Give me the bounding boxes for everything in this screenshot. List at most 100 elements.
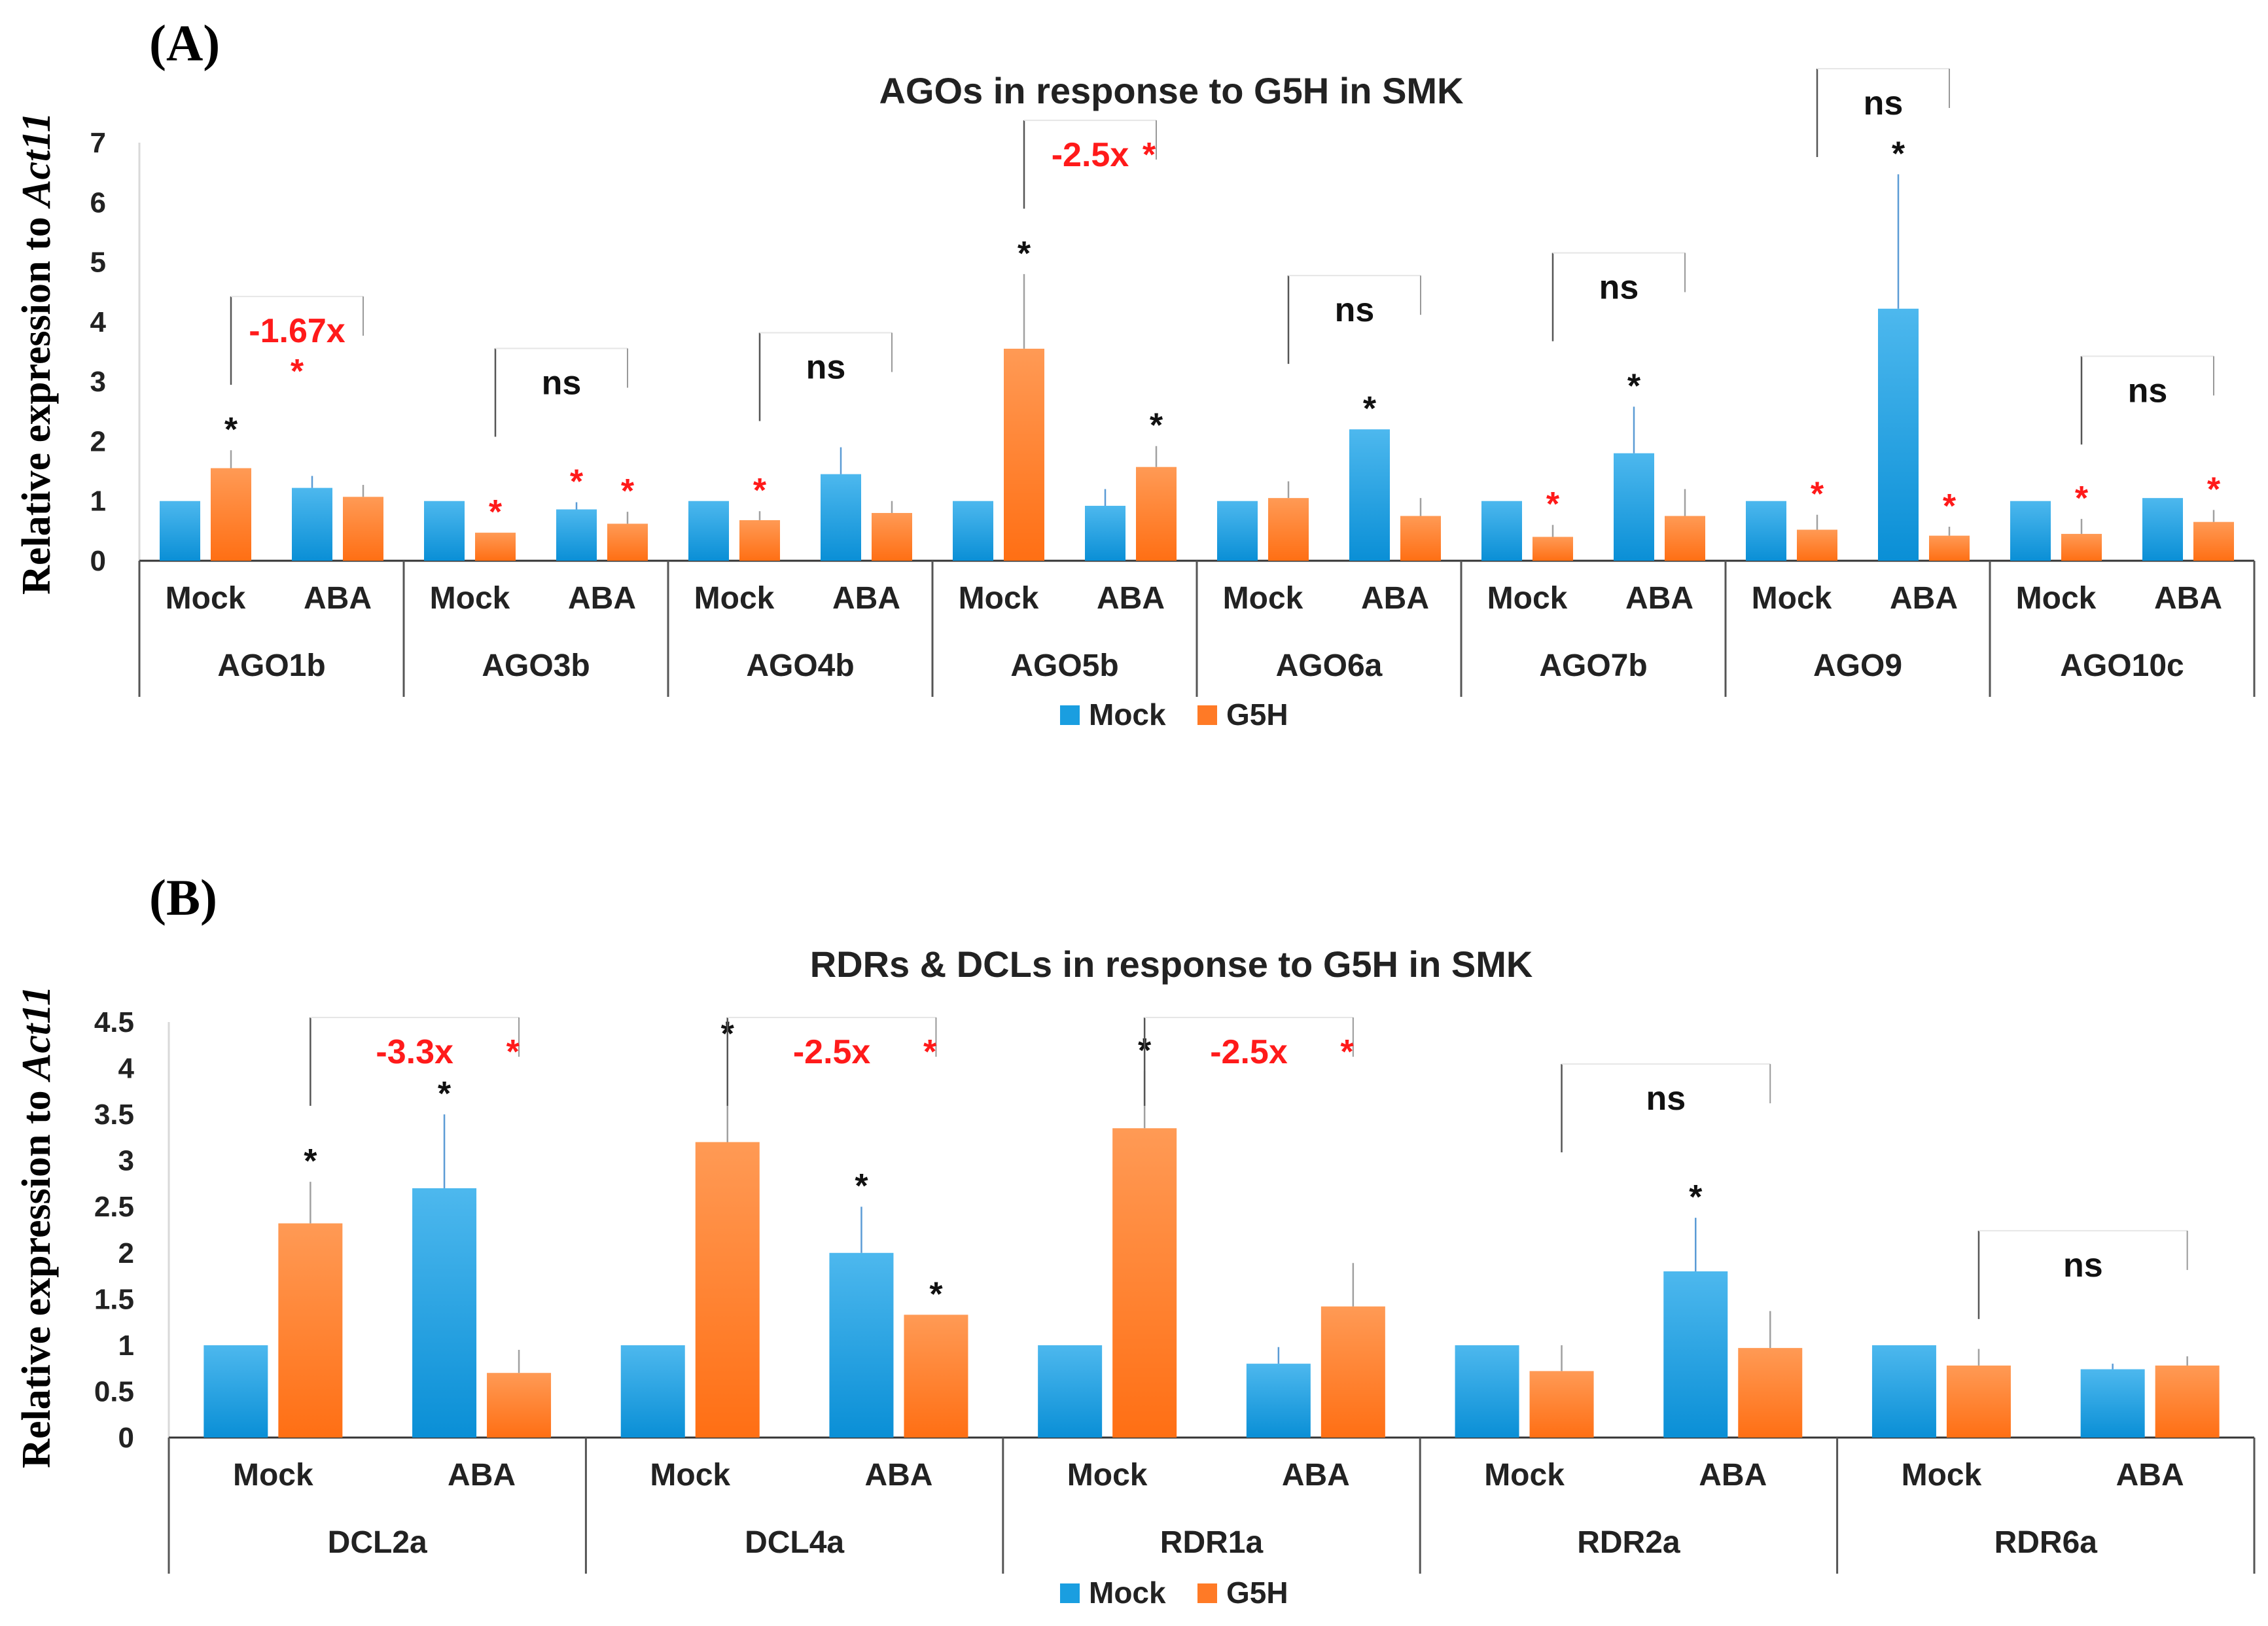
panel-a-bar-ago6a-mock-mock <box>1217 501 1258 561</box>
panel-a-y-tick-7: 7 <box>90 127 106 159</box>
panel-a-significance-star-ago1b-mock-g5h: * <box>224 411 238 449</box>
panel-a-bar-ago10c-mock-g5h <box>2061 533 2102 561</box>
panel-b-dcl2a-condition-label-mock: Mock <box>233 1458 313 1493</box>
panel-b-bar-dcl4a-mock-mock <box>620 1345 685 1438</box>
panel-a-ago9-condition-label-aba: ABA <box>1890 581 1958 616</box>
panel-a-ago4b-condition-label-aba: ABA <box>832 581 900 616</box>
panel-a-significance-star-ago10c-aba-g5h: * <box>2207 470 2221 508</box>
panel-a-bar-ago5b-mock-g5h <box>1004 348 1044 561</box>
panel-b-significance-star-dcl4a-aba-mock: * <box>855 1167 868 1205</box>
panel-b-significance-star-dcl2a-mock-g5h: * <box>304 1142 317 1180</box>
panel-a-comparison-star-ago1b: * <box>291 353 304 391</box>
panel-b-bar-dcl2a-mock-mock <box>204 1345 268 1438</box>
panel-a-comparison-label-ago6a: ns <box>1335 291 1375 329</box>
panel-b-rdr2a-condition-label-mock: Mock <box>1484 1458 1565 1493</box>
panel-a-ago7b-condition-label-aba: ABA <box>1625 581 1693 616</box>
panel-a-ago10c-condition-label-mock: Mock <box>2016 581 2097 616</box>
panel-a-ago10c-condition-label-aba: ABA <box>2154 581 2222 616</box>
panel-b-gene-label-rdr1a: RDR1a <box>1160 1525 1264 1560</box>
panel-b-significance-star-dcl2a-aba-mock: * <box>438 1075 452 1113</box>
panel-a-ago9-condition-label-mock: Mock <box>1752 581 1832 616</box>
panel-b-bar-dcl4a-mock-g5h <box>695 1142 760 1438</box>
panel-b-label: (B) <box>149 869 217 926</box>
panel-a-comparison-label-ago1b: -1.67x <box>249 312 346 350</box>
panel-a-bar-ago9-mock-mock <box>1746 501 1786 561</box>
panel-a-bar-ago7b-mock-mock <box>1481 501 1522 561</box>
panel-a-comparison-label-ago3b: ns <box>542 364 582 402</box>
panel-b-gene-label-dcl2a: DCL2a <box>328 1525 427 1560</box>
panel-b-bar-rdr1a-aba-mock <box>1246 1364 1311 1438</box>
panel-b-significance-star-dcl4a-aba-g5h: * <box>929 1275 943 1313</box>
panel-b-y-tick-5: 2.5 <box>94 1191 134 1223</box>
panel-b-significance-star-rdr2a-aba-mock: * <box>1689 1178 1703 1216</box>
panel-a-significance-star-ago7b-aba-mock: * <box>1627 367 1641 405</box>
panel-b-y-axis-label: Relative expression to Act11 <box>14 985 59 1468</box>
panel-b-bar-rdr2a-aba-g5h <box>1738 1348 1803 1438</box>
panel-a-significance-star-ago4b-mock-g5h: * <box>753 472 767 510</box>
panel-a-comparison-label-ago7b: ns <box>1599 268 1639 306</box>
panel-a-comparison-label-ago9: ns <box>1864 84 1904 122</box>
panel-a-gene-label-ago9: AGO9 <box>1813 648 1902 683</box>
panel-b-bar-dcl2a-mock-g5h <box>278 1223 343 1438</box>
panel-a-significance-star-ago9-aba-mock: * <box>1892 135 1905 173</box>
panel-b-rdr2a-condition-label-aba: ABA <box>1699 1458 1767 1493</box>
panel-a-gene-label-ago6a: AGO6a <box>1276 648 1383 683</box>
panel-b-gene-label-dcl4a: DCL4a <box>745 1525 844 1560</box>
panel-a-y-tick-6: 6 <box>90 186 106 219</box>
panel-b-legend-swatch-g5h <box>1197 1583 1217 1603</box>
panel-a-comparison-star-ago5b: * <box>1143 136 1156 174</box>
panel-b-chart: 0 0.5 1 1.5 2 2.5 3 3.5 4 4.5 DCL2a Mock * ABA * -3.3x *… <box>94 1006 2256 1610</box>
panel-b-comparison-label-rdr6a: ns <box>2063 1246 2103 1284</box>
panel-b-gene-label-rdr6a: RDR6a <box>1994 1525 2098 1560</box>
panel-a-chart: 01234567AGO1bMock*ABA-1.67x*AGO3bMock*AB… <box>90 68 2256 732</box>
panel-b-y-tick-2: 1 <box>118 1330 134 1362</box>
panel-a-y-tick-4: 4 <box>90 306 107 338</box>
panel-b-comparison-label-dcl2a: -3.3x <box>376 1033 453 1071</box>
panel-a-legend-swatch-g5h <box>1197 705 1217 725</box>
panel-a-comparison-label-ago4b: ns <box>806 349 846 387</box>
panel-b-bar-rdr6a-aba-g5h <box>2155 1365 2220 1438</box>
panel-b-comparison-star-dcl2a: * <box>506 1033 520 1071</box>
panel-b-dcl4a-condition-label-mock: Mock <box>650 1458 730 1493</box>
panel-a-y-tick-0: 0 <box>90 545 106 577</box>
panel-a-significance-star-ago5b-aba-g5h: * <box>1150 407 1163 445</box>
panel-b-y-tick-4: 2 <box>118 1237 134 1269</box>
panel-a-y-tick-5: 5 <box>90 247 106 279</box>
panel-b-y-tick-3: 1.5 <box>94 1283 134 1315</box>
panel-a-bar-ago3b-aba-mock <box>556 509 597 561</box>
panel-b-rdr1a-condition-label-mock: Mock <box>1067 1458 1148 1493</box>
panel-a-bar-ago4b-mock-mock <box>688 501 729 561</box>
panel-a-legend-label-g5h: G5H <box>1226 698 1288 732</box>
panel-a-bar-ago5b-mock-mock <box>953 501 993 561</box>
panel-a-bar-ago1b-mock-mock <box>160 501 200 561</box>
panel-a-ago3b-condition-label-mock: Mock <box>430 581 510 616</box>
panel-b-bar-dcl4a-aba-g5h <box>904 1315 968 1438</box>
panel-a-bar-ago4b-mock-g5h <box>739 520 780 561</box>
panel-b-bar-rdr6a-mock-g5h <box>1946 1365 2011 1438</box>
panel-b-bar-rdr2a-mock-mock <box>1455 1345 1519 1438</box>
panel-b-comparison-label-dcl4a: -2.5x <box>793 1033 871 1071</box>
panel-b-comparison-label-rdr2a: ns <box>1646 1080 1686 1118</box>
panel-a-significance-star-ago7b-mock-g5h: * <box>1546 486 1560 523</box>
panel-b-y-tick-0: 0 <box>118 1422 134 1454</box>
panel-a-bar-ago10c-aba-mock <box>2142 498 2183 561</box>
panel-b-legend-swatch-mock <box>1060 1583 1080 1603</box>
panel-b-dcl2a-condition-label-aba: ABA <box>448 1458 516 1493</box>
panel-b-bar-rdr2a-mock-g5h <box>1529 1371 1594 1438</box>
panel-a-legend-swatch-mock <box>1060 705 1080 725</box>
panel-a-significance-star-ago3b-aba-mock: * <box>570 463 584 501</box>
panel-b-legend-label-g5h: G5H <box>1226 1576 1288 1610</box>
panel-a-gene-label-ago3b: AGO3b <box>482 648 590 683</box>
panel-b-bar-rdr1a-mock-g5h <box>1112 1128 1177 1438</box>
panel-a-bar-ago3b-mock-mock <box>424 501 465 561</box>
panel-a-legend-label-mock: Mock <box>1089 698 1166 732</box>
panel-a-significance-star-ago3b-mock-g5h: * <box>489 493 503 531</box>
panel-a-bar-ago6a-aba-g5h <box>1400 516 1441 561</box>
panel-a-ago5b-condition-label-mock: Mock <box>959 581 1039 616</box>
panel-a-bar-ago10c-mock-mock <box>2010 501 2051 561</box>
panel-a-significance-star-ago10c-mock-g5h: * <box>2075 480 2089 518</box>
panel-b-y-axis-label-prefix: Relative expression to <box>14 1080 59 1468</box>
panel-b-bar-rdr6a-aba-mock <box>2080 1369 2145 1438</box>
panel-a-gene-label-ago1b: AGO1b <box>217 648 325 683</box>
panel-b-legend-label-mock: Mock <box>1089 1576 1166 1610</box>
